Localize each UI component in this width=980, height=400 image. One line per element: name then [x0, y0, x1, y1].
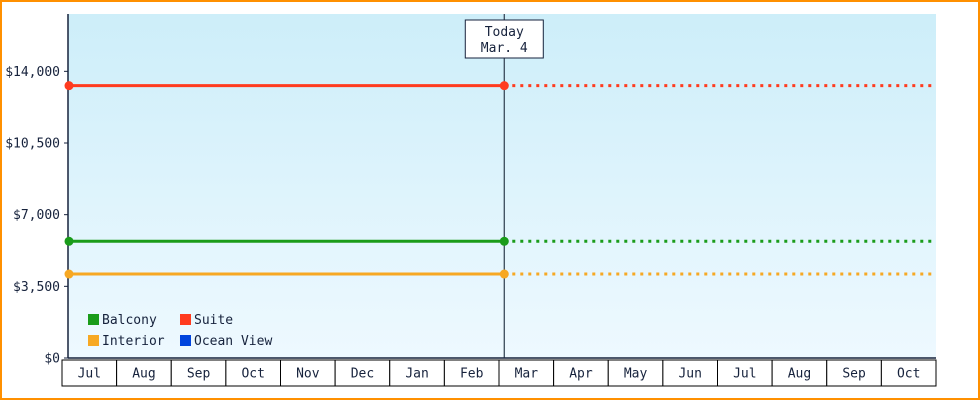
month-label: Sep [187, 367, 211, 382]
month-box-nov-4: Nov [280, 359, 336, 387]
month-label: Mar [515, 367, 539, 382]
legend-swatch-balcony [88, 314, 99, 325]
month-box-oct-3: Oct [225, 359, 281, 387]
month-label: Jul [78, 367, 101, 382]
y-tick-label: $3,500 [13, 280, 60, 295]
interior-today-dot [499, 269, 509, 279]
month-box-dec-5: Dec [334, 359, 391, 387]
interior-start-dot [64, 269, 74, 279]
month-label: Sep [842, 367, 866, 382]
month-box-aug-13: Aug [771, 359, 828, 387]
balcony-start-dot [64, 236, 74, 246]
month-box-aug-1: Aug [116, 359, 172, 387]
month-box-apr-9: Apr [553, 359, 609, 387]
y-tick-label: $14,000 [5, 65, 60, 80]
month-label: Aug [788, 367, 811, 382]
month-label: Feb [460, 367, 484, 382]
legend-label-balcony: Balcony [102, 313, 157, 328]
month-box-feb-7: Feb [443, 359, 500, 387]
month-label: Oct [897, 367, 920, 382]
balcony-today-dot [499, 236, 509, 246]
legend-label-suite: Suite [194, 313, 233, 328]
month-label: Oct [241, 367, 264, 382]
month-label: Dec [351, 367, 374, 382]
legend-item-ocean-view[interactable]: Ocean View [180, 334, 272, 349]
month-box-mar-8: Mar [498, 359, 555, 387]
month-label: Aug [132, 367, 155, 382]
month-label: Apr [569, 367, 593, 382]
month-box-jul-0: Jul [61, 359, 118, 387]
y-tick-label: $7,000 [13, 208, 60, 223]
month-box-jan-6: Jan [389, 359, 445, 387]
legend-item-suite[interactable]: Suite [180, 313, 233, 328]
month-box-sep-2: Sep [170, 359, 227, 387]
today-label-line1: Today [485, 25, 524, 40]
today-label-box [464, 19, 544, 59]
month-label: May [624, 367, 648, 382]
month-box-jul-12: Jul [717, 359, 773, 387]
legend-swatch-interior [88, 335, 99, 346]
month-label: Jul [733, 367, 756, 382]
month-label: Jun [678, 367, 701, 382]
month-label: Nov [296, 367, 320, 382]
plot-area [68, 14, 936, 358]
month-box-sep-14: Sep [826, 359, 882, 387]
legend-swatch-suite [180, 314, 191, 325]
month-box-jun-11: Jun [662, 359, 718, 387]
suite-today-dot [499, 81, 509, 91]
legend-label-interior: Interior [102, 334, 165, 349]
month-box-may-10: May [607, 359, 664, 387]
month-label: Jan [405, 367, 428, 382]
y-tick-label: $0 [44, 352, 60, 367]
y-tick-label: $10,500 [5, 137, 60, 152]
suite-start-dot [64, 81, 74, 91]
legend-swatch-ocean-view [180, 335, 191, 346]
today-label-line2: Mar. 4 [481, 41, 528, 56]
legend-item-balcony[interactable]: Balcony [88, 313, 157, 328]
legend-item-interior[interactable]: Interior [88, 334, 165, 349]
month-box-oct-15: Oct [880, 359, 937, 387]
legend-label-ocean-view: Ocean View [194, 334, 272, 349]
